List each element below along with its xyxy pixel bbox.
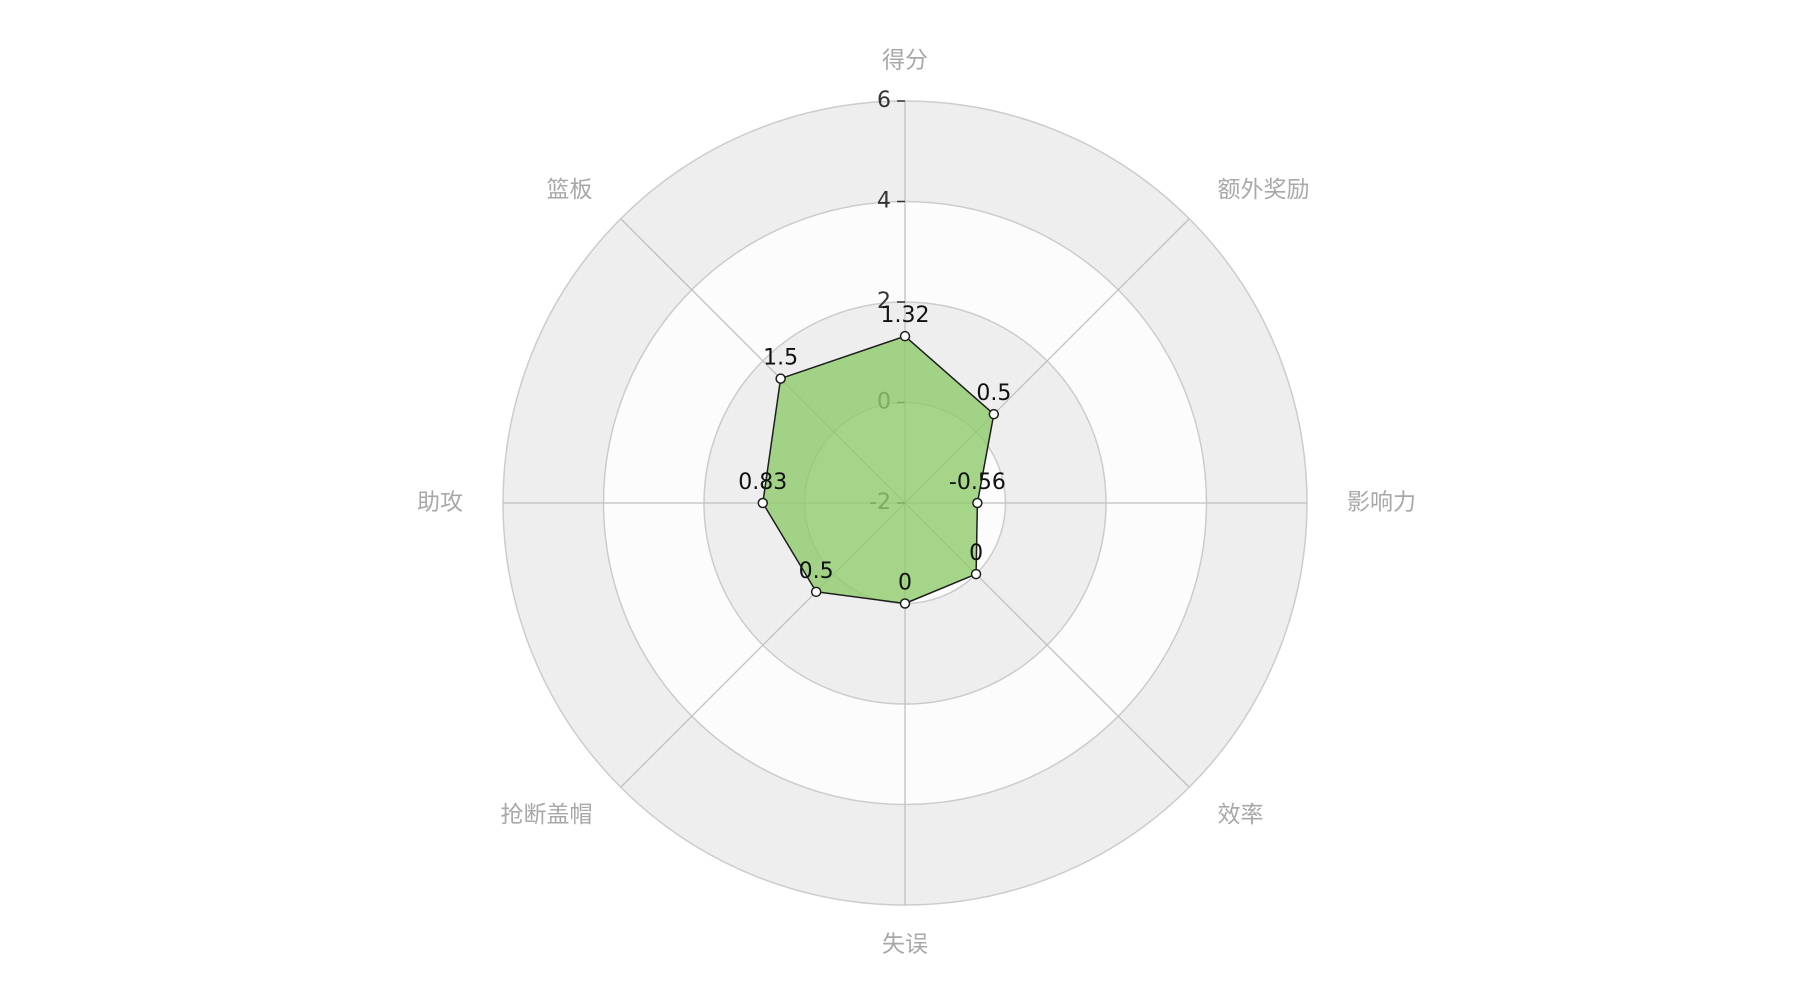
data-point-7 [775, 373, 786, 384]
series-points [757, 330, 1000, 609]
indicator-name-2: 影响力 [1347, 490, 1416, 516]
data-label-3: 0 [969, 541, 983, 566]
data-point-2 [972, 497, 983, 509]
data-point-5 [810, 586, 822, 598]
data-point-4 [899, 598, 911, 609]
data-label-4: 0 [898, 571, 912, 596]
data-point-1 [988, 408, 1000, 420]
data-label-0: 1.32 [881, 303, 930, 328]
data-point-3 [970, 568, 982, 580]
indicator-name-4: 失误 [882, 932, 928, 958]
data-point-6 [757, 497, 769, 509]
tick-label-2: 2 [877, 289, 891, 314]
tick-label-3: 4 [877, 189, 891, 214]
indicator-name-1: 额外奖励 [1218, 177, 1310, 203]
indicator-name-7: 篮板 [546, 177, 592, 203]
data-point-0 [899, 330, 911, 342]
data-labels: 1.32 0.5 -0.56 0 0 0.5 0.83 1.5 [738, 303, 1011, 595]
indicator-name-0: 得分 [882, 48, 928, 74]
indicator-name-5: 抢断盖帽 [500, 802, 592, 828]
tick-label-4: 6 [877, 88, 891, 113]
data-label-6: 0.83 [738, 470, 787, 495]
data-label-7: 1.5 [763, 346, 798, 371]
indicator-name-6: 助攻 [417, 490, 463, 516]
data-label-2: -0.56 [949, 470, 1006, 495]
data-label-5: 0.5 [799, 559, 834, 584]
data-label-1: 0.5 [976, 381, 1011, 406]
indicator-name-3: 效率 [1218, 802, 1264, 828]
